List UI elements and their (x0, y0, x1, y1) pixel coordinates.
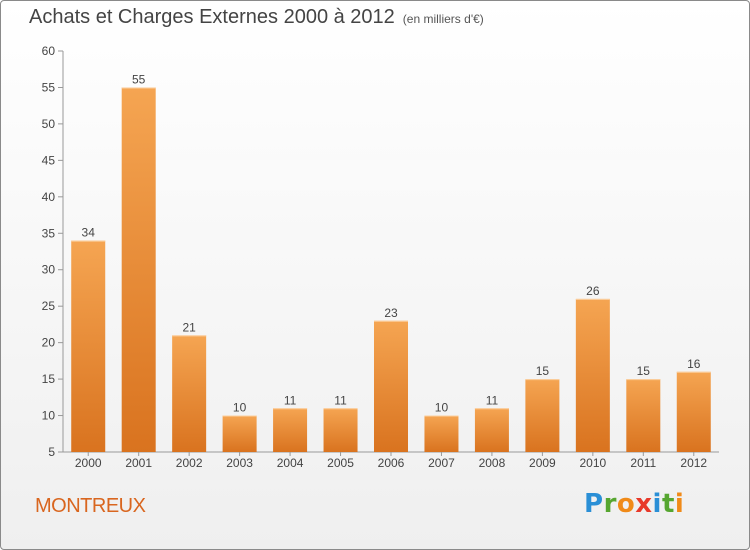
bar-value-label: 11 (334, 393, 347, 407)
bar-value-label: 15 (637, 364, 651, 378)
y-tick-label: 20 (42, 336, 56, 350)
bar (222, 415, 257, 452)
y-tick-label: 40 (42, 190, 56, 204)
logo-letter: P (584, 489, 604, 519)
bar (71, 240, 106, 452)
x-tick-label: 2011 (630, 456, 656, 470)
x-tick-label: 2002 (176, 456, 203, 470)
y-tick-label: 25 (42, 299, 56, 313)
bar (676, 371, 711, 452)
y-tick-label: 55 (42, 80, 56, 94)
bar (626, 379, 661, 452)
logo-letter: t (661, 489, 675, 519)
commune-name: MONTREUX (35, 495, 146, 517)
logo-letter: r (603, 489, 617, 519)
bar-value-label: 21 (182, 320, 196, 334)
y-tick-label: 60 (42, 44, 56, 58)
chart-subtitle: (en milliers d'€) (402, 12, 484, 26)
bar (474, 408, 509, 452)
y-tick-label: 30 (42, 263, 56, 277)
bar (323, 408, 358, 452)
title-text: Achats et Charges Externes 2000 à 2012 (29, 6, 395, 28)
bar (525, 379, 560, 452)
bar-value-label: 10 (233, 401, 247, 415)
bar-value-label: 10 (435, 401, 449, 415)
y-tick-label: 50 (42, 117, 56, 131)
x-tick-label: 2010 (579, 456, 606, 470)
y-tick-label: 35 (42, 226, 56, 240)
bar-value-label: 11 (486, 393, 499, 407)
x-tick-label: 2012 (680, 456, 707, 470)
bar (273, 408, 308, 452)
bar-value-label: 26 (586, 284, 600, 298)
y-tick-label: 45 (42, 153, 56, 167)
x-tick-label: 2001 (125, 456, 152, 470)
logo-letter: o (616, 489, 636, 519)
x-tick-label: 2004 (277, 456, 304, 470)
x-tick-label: 2006 (378, 456, 405, 470)
proxiti-logo: Proxiti (584, 489, 684, 519)
bar (172, 335, 207, 452)
x-tick-label: 2007 (428, 456, 455, 470)
bar (575, 298, 610, 452)
y-tick-label: 15 (42, 372, 56, 386)
y-tick-label: 5 (48, 445, 55, 459)
x-tick-label: 2009 (529, 456, 556, 470)
x-tick-label: 2000 (75, 456, 102, 470)
logo-letter: x (635, 489, 653, 519)
bar-value-label: 16 (687, 357, 701, 371)
chart-title: Achats et Charges Externes 2000 à 2012 (e… (29, 6, 484, 29)
logo-letter: i (674, 489, 685, 519)
bar (121, 87, 156, 453)
bar (374, 320, 408, 452)
bar (424, 415, 459, 452)
bar-value-label: 34 (82, 226, 96, 240)
logo-letter: i (652, 489, 662, 519)
x-tick-label: 2005 (327, 456, 354, 470)
bar-value-label: 11 (284, 393, 297, 407)
bar-value-label: 55 (132, 72, 146, 86)
x-tick-label: 2003 (226, 456, 253, 470)
y-tick-label: 10 (42, 409, 56, 423)
bar-value-label: 23 (384, 306, 398, 320)
bar-value-label: 15 (536, 364, 550, 378)
x-tick-label: 2008 (479, 456, 506, 470)
